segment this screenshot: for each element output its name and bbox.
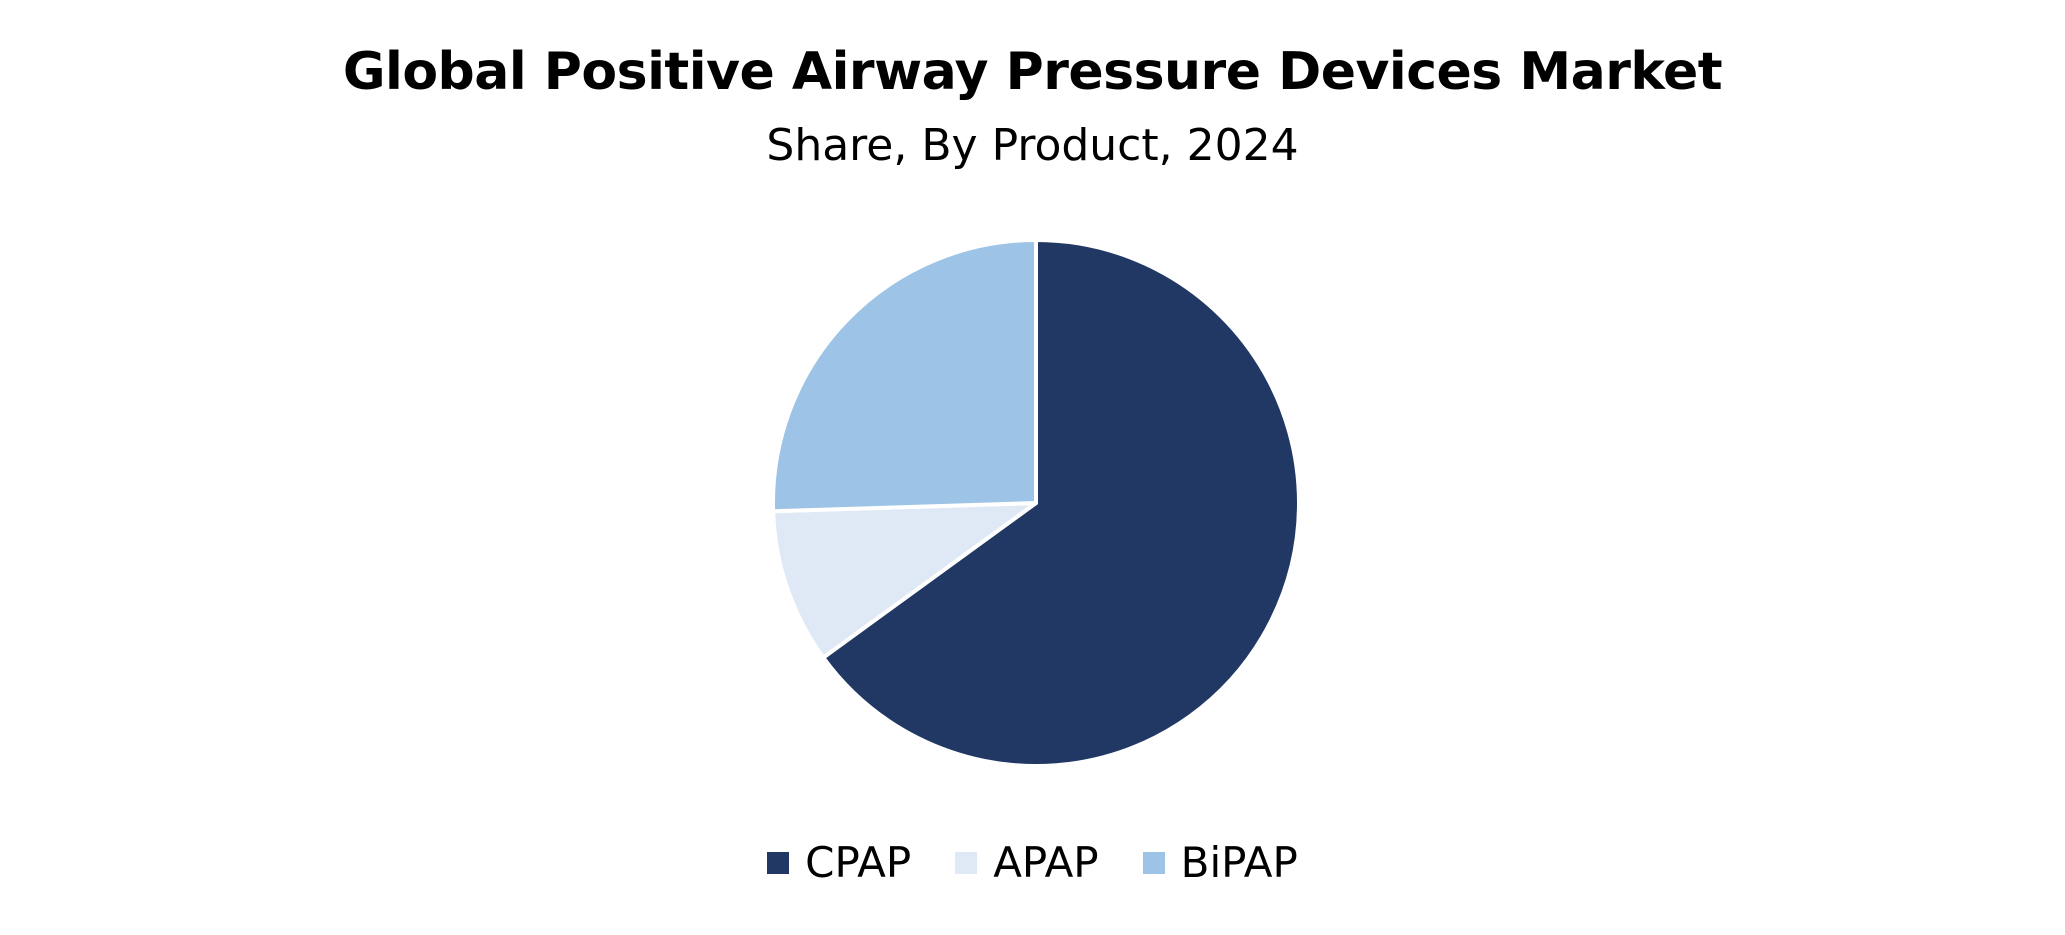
legend: CPAP APAP BiPAP <box>0 838 2065 887</box>
legend-item-cpap: CPAP <box>767 838 911 887</box>
legend-label-apap: APAP <box>993 838 1099 887</box>
legend-item-apap: APAP <box>955 838 1099 887</box>
legend-label-bipap: BiPAP <box>1180 838 1298 887</box>
legend-swatch-apap <box>955 851 978 874</box>
legend-item-bipap: BiPAP <box>1142 838 1298 887</box>
chart-subtitle: Share, By Product, 2024 <box>766 120 1299 171</box>
pie-slice-apap <box>771 501 1038 660</box>
chart-title: Global Positive Airway Pressure Devices … <box>342 42 1723 102</box>
pie-slice-bipap <box>771 238 1038 514</box>
legend-swatch-bipap <box>1142 851 1165 874</box>
legend-label-cpap: CPAP <box>805 838 912 887</box>
legend-swatch-cpap <box>767 851 790 874</box>
pie-slice-cpap <box>821 238 1301 768</box>
